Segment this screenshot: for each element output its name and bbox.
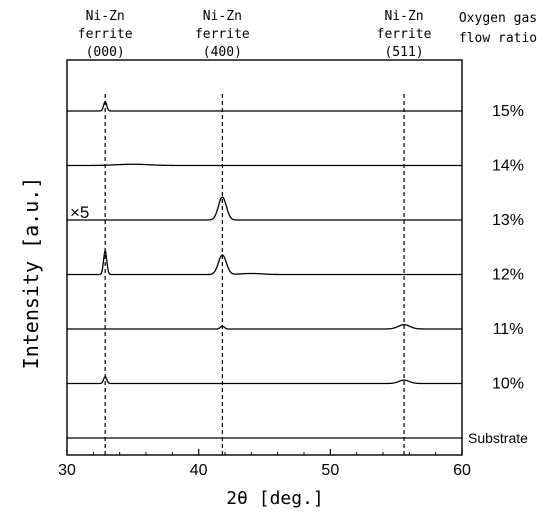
reference-label-line3: (400) — [203, 45, 242, 60]
series-trace — [67, 163, 462, 167]
x-axis-label: 2θ [deg.] — [226, 488, 324, 509]
reference-labels: Ni-Zn ferrite (000) Ni-Zn ferrite (400) Ni-Zn f… — [78, 9, 432, 60]
series-traces — [67, 100, 462, 439]
x-tick-label: 40 — [190, 462, 208, 479]
reference-label-line2: ferrite — [195, 27, 250, 42]
reference-label-line1: Ni-Zn — [203, 9, 242, 24]
series-trace — [67, 375, 462, 385]
reference-label-line1: Ni-Zn — [384, 9, 423, 24]
x-tick-label: 60 — [453, 462, 471, 479]
series-label: 13% — [492, 212, 524, 229]
series-label: 12% — [492, 267, 524, 284]
x-tick-label: 30 — [58, 462, 76, 479]
reference-label-line3: (511) — [384, 45, 423, 60]
y-axis-label: Intensity [a.u.] — [19, 177, 43, 370]
x-tick-label: 50 — [321, 462, 339, 479]
series-trace — [67, 324, 462, 330]
series-trace — [67, 196, 462, 221]
series-labels: 15% 14% 13% 12% 11% 10% Substrate — [468, 103, 528, 446]
reference-label-line2: ferrite — [377, 27, 432, 42]
series-label: 11% — [493, 321, 524, 338]
plot-frame — [66, 59, 463, 456]
legend-title-line1: Oxygen gas — [459, 11, 537, 26]
reference-label-line3: (000) — [86, 45, 125, 60]
scale-note: ×5 — [70, 203, 89, 222]
reference-label-line1: Ni-Zn — [86, 9, 125, 24]
series-trace — [67, 248, 462, 276]
reference-label-line2: ferrite — [78, 27, 133, 42]
series-label: Substrate — [468, 430, 528, 446]
series-label: 10% — [492, 376, 524, 393]
legend-title-line2: flow ratio — [459, 31, 537, 46]
series-label: 14% — [492, 158, 524, 175]
series-label: 15% — [492, 103, 524, 120]
x-axis-ticks: 30 40 50 60 — [58, 449, 471, 479]
series-trace — [67, 100, 462, 112]
